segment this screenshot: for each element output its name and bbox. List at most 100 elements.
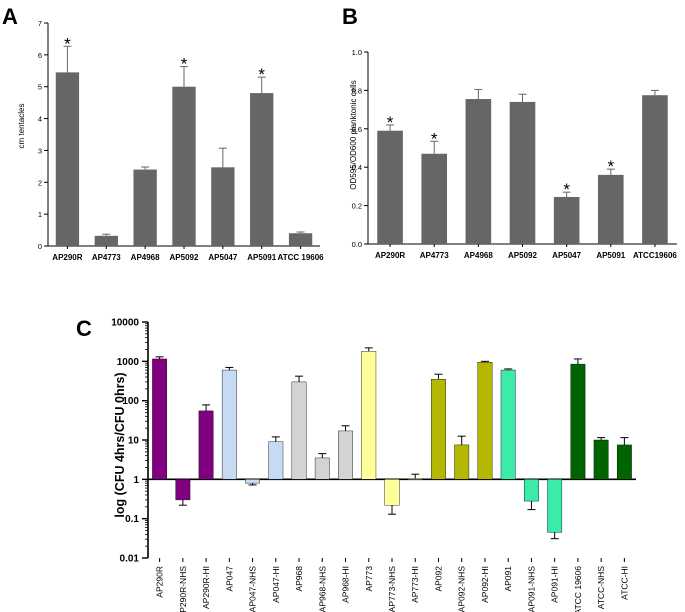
panelA-significance-marker: * <box>64 34 71 53</box>
panelC-bar <box>268 441 284 480</box>
panelA-y-tick-label: 7 <box>38 19 42 28</box>
panelB-bar <box>509 101 536 244</box>
panelB-category-label: AP5092 <box>508 251 537 260</box>
panel-a-label: A <box>2 4 18 29</box>
panelB-significance-marker: * <box>563 180 570 199</box>
panelC-category-label: AP290R <box>155 566 165 598</box>
panelB-bar <box>377 130 403 244</box>
panelC-bar <box>384 479 400 506</box>
panelA-bar <box>55 72 80 246</box>
panelA-y-tick-label: 1 <box>38 210 42 219</box>
panelA-category-label: AP5091 <box>247 253 276 262</box>
panelB-y-tick-label: 0.0 <box>352 240 362 249</box>
panelC-y-tick-label: 100 <box>122 396 139 407</box>
panelB-significance-marker: * <box>607 157 614 176</box>
panelA-significance-marker: * <box>181 55 188 74</box>
panelC-category-label: AP968-NHS <box>317 566 327 612</box>
panelA-bar <box>288 233 313 246</box>
panelC-category-label: AP047-NHS <box>248 566 258 612</box>
panelB-y-tick-label: 0.6 <box>352 125 362 134</box>
panelA-bar <box>94 235 118 246</box>
panelC-category-label: AP968-HI <box>341 566 351 603</box>
panel-b-axes: 0.0 0.2 0.4 0.6 0.8 1.0 <box>352 48 677 249</box>
panelC-category-label: AP773-HI <box>410 566 420 603</box>
panelC-category-label: AP091 <box>503 566 513 592</box>
panelC-bar <box>570 363 586 480</box>
panel-c-y-axis-label: log (CFU 4hrs/CFU 0hrs) <box>113 372 127 517</box>
panelB-y-tick-label: 1.0 <box>352 48 362 57</box>
panelA-bar <box>211 167 235 246</box>
panelC-category-label: AP091-NHS <box>526 566 536 612</box>
panelC-bar <box>524 479 539 502</box>
panelB-bar <box>553 196 580 244</box>
panelC-category-label: AP773 <box>364 566 374 592</box>
panelB-category-label: ATCC19606 <box>633 251 677 260</box>
panel-a-y-axis-label: cm tentacles <box>17 104 26 149</box>
panelA-y-tick-label: 3 <box>38 146 42 155</box>
panelA-category-label: AP5047 <box>208 253 237 262</box>
panelB-category-label: AP5047 <box>552 251 581 260</box>
panelC-category-label: AP092 <box>433 566 443 592</box>
panelC-category-label: ATCC-HI <box>619 566 629 600</box>
panelC-category-label: ATCC-NHS <box>596 566 606 610</box>
panelC-category-label: AP092-HI <box>480 566 490 603</box>
panelC-category-label: AP773-NHS <box>387 566 397 612</box>
panelC-bar <box>593 439 609 480</box>
panelC-category-label: AP091-HI <box>550 566 560 603</box>
panelC-bar <box>221 369 237 480</box>
panelC-y-tick-label: 10000 <box>111 318 139 329</box>
panel-b-labels: AP290R * AP4773 * AP4968 AP5092 AP5047 * AP5091 *… <box>375 113 677 260</box>
panelA-y-tick-label: 5 <box>38 83 42 92</box>
panel-b: B OD595/OD600 planktonic cells 0.0 0.2 0.4… <box>342 4 677 260</box>
panelC-y-tick-label: 0.01 <box>120 554 140 565</box>
panelB-significance-marker: * <box>387 113 394 132</box>
panelC-y-tick-label: 10 <box>128 436 140 447</box>
panelB-significance-marker: * <box>431 129 438 148</box>
panelC-y-tick-label: 0.1 <box>125 514 139 525</box>
panelB-bar <box>597 174 624 244</box>
panelB-category-label: AP290R <box>375 251 405 260</box>
panelA-significance-marker: * <box>258 65 265 84</box>
panelC-category-label: ATCC 19606 <box>573 566 583 612</box>
panelA-category-label: ATCC 19606 <box>278 253 325 262</box>
panelA-y-tick-label: 6 <box>38 51 42 60</box>
panelA-category-label: AP290R <box>52 253 82 262</box>
panelC-category-label: AP092-NHS <box>457 566 467 612</box>
panelA-category-label: AP4773 <box>92 253 121 262</box>
panelA-y-tick-label: 4 <box>38 115 42 124</box>
panel-b-label: B <box>342 4 358 29</box>
panelC-category-label: AP047-HI <box>271 566 281 603</box>
panel-c-bars <box>152 347 632 540</box>
panelB-category-label: AP5091 <box>596 251 625 260</box>
panelC-bar <box>616 444 632 480</box>
panelC-bar <box>547 479 563 533</box>
panel-c-label: C <box>76 316 92 341</box>
panelA-y-tick-label: 2 <box>38 178 42 187</box>
panelA-y-tick-label: 0 <box>38 242 42 251</box>
panel-c: C log (CFU 4hrs/CFU 0hrs) 0.01 0.1 1 10 100 1… <box>76 316 636 612</box>
panel-b-bars <box>377 88 668 244</box>
panelC-bar <box>500 369 516 480</box>
panel-a: A cm tentacles 0 1 2 3 4 5 6 7 AP290R * AP4773 AP4… <box>2 4 324 262</box>
panel-a-labels: AP290R * AP4773 AP4968 AP5092 * AP5047 AP5091 * A… <box>52 34 324 262</box>
panelC-bar <box>291 381 307 480</box>
panelC-bar <box>245 479 260 484</box>
panelC-bar <box>454 444 470 480</box>
panel-c-labels: AP290R AP290R-NHS AP290R-HI AP047 AP047-NHS A… <box>155 566 630 612</box>
panelA-bar <box>250 93 274 246</box>
panelC-bar <box>431 379 446 480</box>
panelA-bar <box>133 169 157 246</box>
panelC-category-label: AP290R-HI <box>201 566 211 609</box>
panelC-bar <box>314 457 330 480</box>
panel-b-y-axis-label: OD595/OD600 planktonic cells <box>349 80 358 189</box>
panelC-bar <box>361 351 377 480</box>
panelB-bar <box>421 153 448 244</box>
panelC-category-label: AP290R-NHS <box>178 566 188 612</box>
panelC-bar <box>152 358 168 480</box>
panelB-y-tick-label: 0.2 <box>352 202 362 211</box>
panelC-bar <box>338 430 353 480</box>
panelC-y-tick-label: 1 <box>133 475 139 486</box>
panelB-bar <box>465 99 492 244</box>
panelC-bar <box>407 478 423 480</box>
